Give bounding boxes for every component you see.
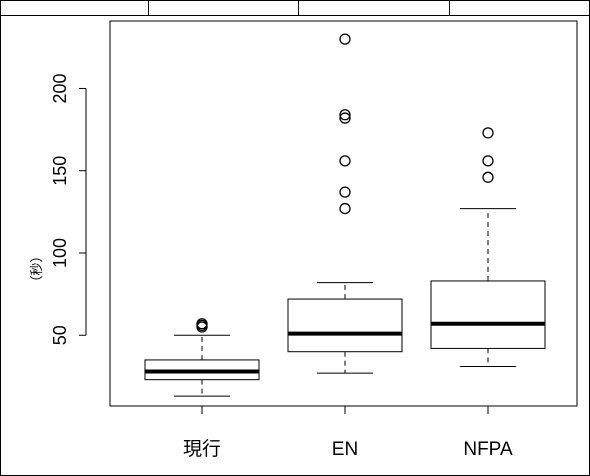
outlier-point (482, 171, 494, 183)
outlier-point (339, 186, 351, 198)
box-2 (287, 33, 403, 374)
y-axis-label: （秒） (29, 249, 44, 288)
x-axis: 現行 EN NFPA (183, 406, 513, 460)
outlier-point (339, 109, 351, 121)
x-tick-label: EN (332, 439, 358, 460)
table-strip (1, 1, 589, 16)
outlier-point (196, 318, 208, 330)
y-axis: 50 100 150 200 (50, 73, 87, 345)
table-strip-divider (298, 1, 299, 15)
outlier-point (339, 155, 351, 167)
outlier-point (482, 155, 494, 167)
table-strip-divider (148, 1, 149, 15)
box-3 (430, 127, 546, 368)
outlier-point (339, 33, 351, 45)
x-tick-label: NFPA (463, 439, 513, 460)
boxes-group (144, 33, 546, 397)
x-tick-label: 現行 (183, 438, 221, 460)
outlier-point (482, 127, 494, 139)
y-tick-label: 50 (50, 325, 70, 345)
outlier-point (339, 202, 351, 215)
iqr-box (287, 298, 403, 353)
table-strip-divider (449, 1, 450, 15)
box-1 (144, 318, 260, 397)
y-tick-label: 200 (50, 73, 70, 103)
y-tick-label: 150 (50, 156, 70, 186)
iqr-box (430, 280, 546, 349)
outlier-point (339, 112, 351, 124)
y-tick-label: 100 (50, 238, 70, 268)
plot-area-border (109, 20, 578, 407)
